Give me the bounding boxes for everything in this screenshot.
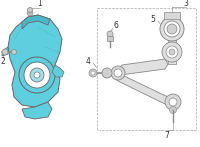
Text: 7: 7 — [165, 131, 169, 140]
Polygon shape — [118, 59, 168, 75]
FancyBboxPatch shape — [164, 12, 180, 19]
Circle shape — [162, 42, 182, 62]
Polygon shape — [168, 40, 176, 64]
Circle shape — [169, 49, 175, 55]
Circle shape — [91, 71, 95, 75]
Polygon shape — [22, 102, 52, 119]
Circle shape — [160, 17, 184, 41]
Circle shape — [111, 66, 125, 80]
Text: 5: 5 — [151, 15, 155, 24]
Circle shape — [107, 31, 113, 37]
Circle shape — [102, 68, 112, 78]
Circle shape — [89, 69, 97, 77]
Circle shape — [165, 94, 181, 110]
Text: 1: 1 — [38, 0, 42, 9]
FancyBboxPatch shape — [107, 36, 113, 41]
Polygon shape — [115, 75, 172, 107]
Text: 3: 3 — [184, 0, 188, 9]
Circle shape — [166, 46, 178, 58]
Text: 6: 6 — [114, 20, 118, 30]
Circle shape — [167, 24, 177, 34]
Circle shape — [114, 69, 122, 77]
Circle shape — [12, 50, 16, 55]
Polygon shape — [22, 15, 50, 29]
Circle shape — [28, 7, 32, 12]
Polygon shape — [2, 47, 8, 56]
Circle shape — [30, 68, 44, 82]
Circle shape — [2, 49, 8, 55]
Circle shape — [170, 106, 177, 113]
Text: 2: 2 — [1, 56, 5, 66]
Circle shape — [164, 21, 180, 37]
Circle shape — [24, 62, 50, 88]
Polygon shape — [52, 65, 64, 77]
Circle shape — [34, 72, 40, 78]
Polygon shape — [8, 15, 62, 107]
Text: 4: 4 — [86, 56, 90, 66]
Circle shape — [27, 10, 33, 16]
Circle shape — [19, 57, 55, 93]
Circle shape — [169, 98, 177, 106]
